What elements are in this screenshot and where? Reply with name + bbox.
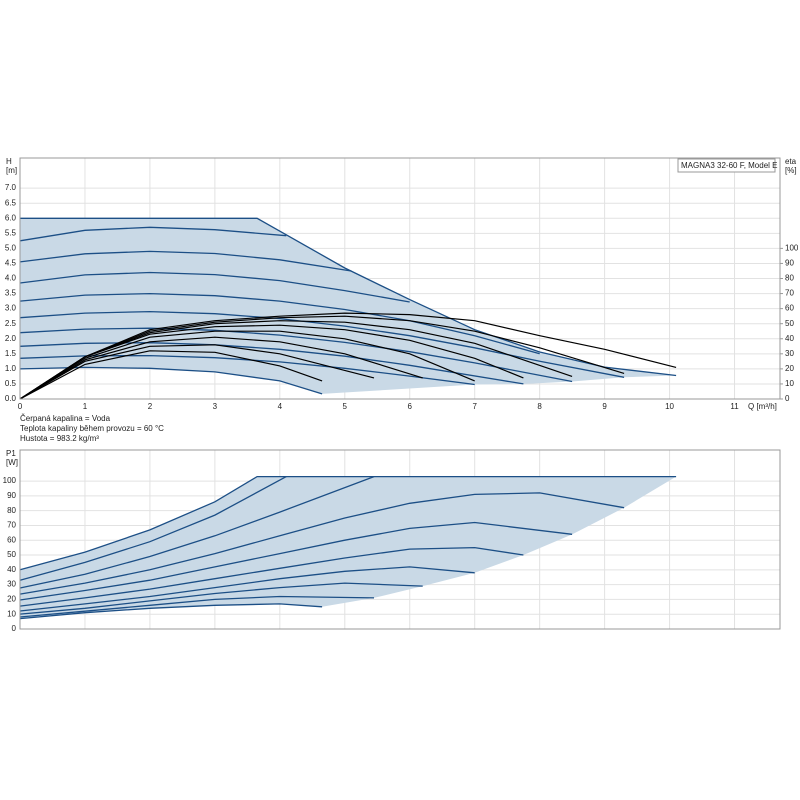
x-tick-label: 7 bbox=[472, 402, 477, 411]
y-tick-label: 70 bbox=[7, 521, 16, 530]
x-tick-label: 0 bbox=[18, 402, 23, 411]
y2-tick-label: 60 bbox=[785, 304, 794, 313]
y-tick-label: 50 bbox=[7, 550, 16, 559]
curve bbox=[19, 521, 573, 601]
efficiency-curve bbox=[19, 330, 475, 400]
curve bbox=[19, 595, 375, 618]
x-tick-label: 4 bbox=[278, 402, 283, 411]
y-tick-label: 0.5 bbox=[5, 379, 17, 388]
curve bbox=[19, 292, 540, 355]
y-label: H bbox=[6, 157, 12, 166]
y-tick-label: 4.0 bbox=[5, 274, 17, 283]
y2-tick-label: 80 bbox=[785, 274, 794, 283]
y2-label: eta bbox=[785, 157, 797, 166]
y-tick-label: 100 bbox=[3, 476, 17, 485]
efficiency-curve bbox=[19, 344, 375, 400]
curve bbox=[19, 582, 423, 615]
y-tick-label: 80 bbox=[7, 506, 16, 515]
y-tick-label: 5.0 bbox=[5, 243, 17, 252]
curve bbox=[19, 342, 524, 385]
y-tick-label: 30 bbox=[7, 580, 16, 589]
x-tick-label: 1 bbox=[83, 402, 88, 411]
y-tick-label: 0.0 bbox=[5, 394, 17, 403]
y2-tick-label: 10 bbox=[785, 379, 794, 388]
y-tick-label: 2.0 bbox=[5, 334, 17, 343]
curve bbox=[19, 566, 475, 612]
y2-tick-label: 0 bbox=[785, 394, 790, 403]
y-tick-label: 7.0 bbox=[5, 183, 17, 192]
y2-tick-label: 70 bbox=[785, 289, 794, 298]
curve bbox=[19, 226, 287, 242]
curve bbox=[19, 475, 677, 571]
y-tick-label: 40 bbox=[7, 565, 16, 574]
curve bbox=[19, 250, 352, 272]
y-tick-label: 4.5 bbox=[5, 259, 17, 268]
curve bbox=[19, 354, 475, 386]
y2-tick-label: 50 bbox=[785, 319, 794, 328]
x-label: Q [m³/h] bbox=[748, 402, 777, 411]
y-tick-label: 60 bbox=[7, 535, 16, 544]
efficiency-curve bbox=[19, 336, 423, 400]
x-tick-label: 8 bbox=[537, 402, 542, 411]
plot-frame bbox=[19, 449, 781, 630]
x-tick-label: 2 bbox=[148, 402, 153, 411]
y-tick-label: 5.5 bbox=[5, 228, 17, 237]
y2-tick-label: 100 bbox=[785, 243, 799, 252]
curve bbox=[19, 475, 375, 589]
y-tick-label: 10 bbox=[7, 609, 16, 618]
efficiency-curve bbox=[19, 350, 323, 400]
curve bbox=[19, 492, 625, 595]
y-tick-label: 1.5 bbox=[5, 349, 17, 358]
efficiency-curve bbox=[19, 315, 625, 400]
y-tick-label: 1.0 bbox=[5, 364, 17, 373]
curve bbox=[19, 603, 323, 620]
chart-title: MAGNA3 32-60 F, Model E bbox=[681, 161, 777, 170]
y-tick-label: 0 bbox=[12, 624, 17, 633]
x-tick-label: 6 bbox=[408, 402, 413, 411]
efficiency-curve bbox=[19, 324, 524, 400]
curve bbox=[19, 271, 410, 303]
annotation: Hustota = 983.2 kg/m³ bbox=[20, 434, 99, 443]
x-tick-label: 11 bbox=[730, 402, 739, 411]
x-tick-label: 3 bbox=[213, 402, 218, 411]
efficiency-curve bbox=[19, 312, 677, 400]
curve bbox=[19, 327, 573, 383]
y-unit: [W] bbox=[6, 458, 18, 467]
curve bbox=[20, 217, 677, 377]
curve bbox=[19, 476, 287, 581]
y2-tick-label: 40 bbox=[785, 334, 794, 343]
annotation: Teplota kapaliny během provozu = 60 °C bbox=[20, 424, 164, 433]
y2-unit: [%] bbox=[785, 166, 797, 175]
title-box bbox=[677, 158, 776, 173]
annotation: Čerpaná kapalina = Voda bbox=[20, 414, 111, 423]
plot-frame bbox=[19, 157, 781, 400]
y-tick-label: 3.0 bbox=[5, 304, 17, 313]
y-tick-label: 6.5 bbox=[5, 198, 17, 207]
y-tick-label: 3.5 bbox=[5, 289, 17, 298]
x-tick-label: 5 bbox=[343, 402, 348, 411]
x-tick-label: 10 bbox=[665, 402, 674, 411]
y2-tick-label: 20 bbox=[785, 364, 794, 373]
y-label: P1 bbox=[6, 449, 16, 458]
y-unit: [m] bbox=[6, 166, 17, 175]
curve bbox=[19, 546, 524, 607]
y-tick-label: 6.0 bbox=[5, 213, 17, 222]
y-tick-label: 20 bbox=[7, 595, 16, 604]
y-tick-label: 2.5 bbox=[5, 319, 17, 328]
y2-tick-label: 90 bbox=[785, 259, 794, 268]
y2-tick-label: 30 bbox=[785, 349, 794, 358]
operating-area bbox=[20, 218, 677, 394]
x-tick-label: 9 bbox=[602, 402, 607, 411]
y-tick-label: 90 bbox=[7, 491, 16, 500]
